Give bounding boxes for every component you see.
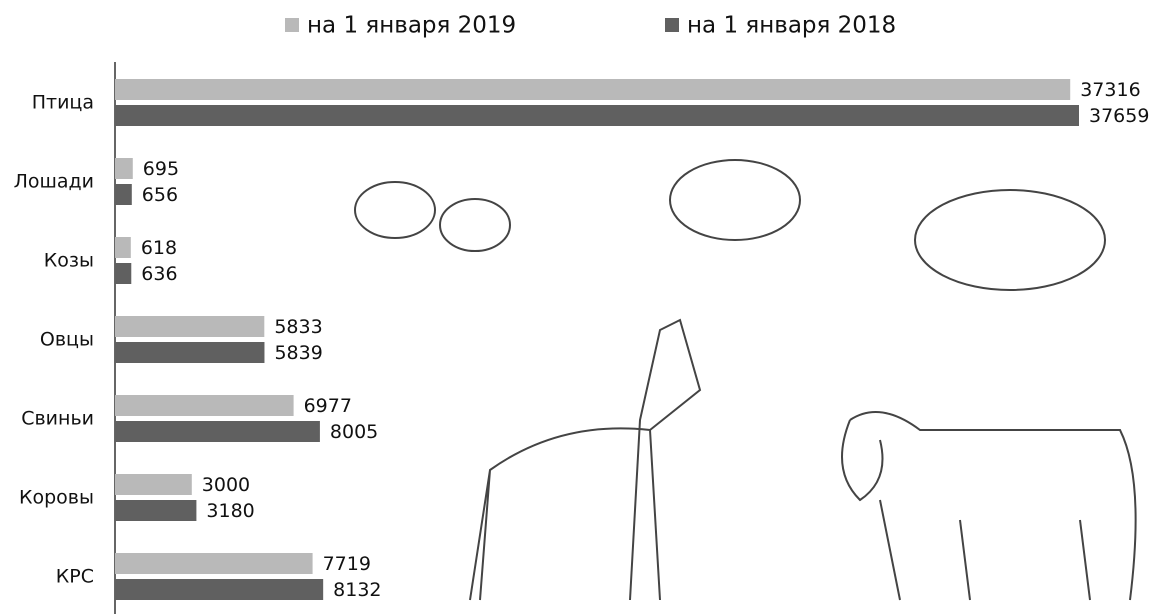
hen-drawing xyxy=(440,199,510,251)
value-label: 37316 xyxy=(1080,79,1140,101)
category-label: КРС xyxy=(56,566,94,588)
illustrations xyxy=(355,160,1136,600)
horse-drawing xyxy=(470,320,700,600)
category-label: Козы xyxy=(44,250,94,272)
value-label: 7719 xyxy=(323,553,371,575)
bar xyxy=(115,474,192,495)
value-label: 3180 xyxy=(206,500,254,522)
legend-label: на 1 января 2018 xyxy=(687,13,896,39)
value-label: 8132 xyxy=(333,579,381,601)
bar xyxy=(115,553,313,574)
bar xyxy=(115,184,132,205)
bar xyxy=(115,105,1079,126)
bar xyxy=(115,158,133,179)
value-label: 695 xyxy=(143,158,179,180)
pig-drawing xyxy=(915,190,1105,290)
legend-swatch xyxy=(285,18,299,32)
bar xyxy=(115,237,131,258)
bar xyxy=(115,579,323,600)
cow-drawing xyxy=(842,412,1136,600)
value-label: 656 xyxy=(142,184,178,206)
value-label: 618 xyxy=(141,237,177,259)
value-label: 3000 xyxy=(202,474,250,496)
value-label: 5833 xyxy=(274,316,322,338)
bar xyxy=(115,316,264,337)
sheep-drawing xyxy=(670,160,800,240)
value-label: 6977 xyxy=(304,395,352,417)
category-label: Свиньи xyxy=(21,408,94,430)
category-label: Птица xyxy=(32,92,94,114)
bar xyxy=(115,263,131,284)
legend-label: на 1 января 2019 xyxy=(307,13,516,39)
bar xyxy=(115,395,294,416)
value-label: 37659 xyxy=(1089,105,1149,127)
value-label: 8005 xyxy=(330,421,378,443)
bar xyxy=(115,342,264,363)
bar xyxy=(115,79,1070,100)
bar xyxy=(115,500,196,521)
bar xyxy=(115,421,320,442)
chart: на 1 января 2019 на 1 января 2018 Птица 373… xyxy=(0,0,1154,614)
rooster-drawing xyxy=(355,182,435,238)
value-label: 5839 xyxy=(274,342,322,364)
category-label: Овцы xyxy=(40,329,94,351)
category-label: Лошади xyxy=(14,171,94,193)
value-label: 636 xyxy=(141,263,177,285)
category-label: Коровы xyxy=(19,487,94,509)
legend-swatch xyxy=(665,18,679,32)
